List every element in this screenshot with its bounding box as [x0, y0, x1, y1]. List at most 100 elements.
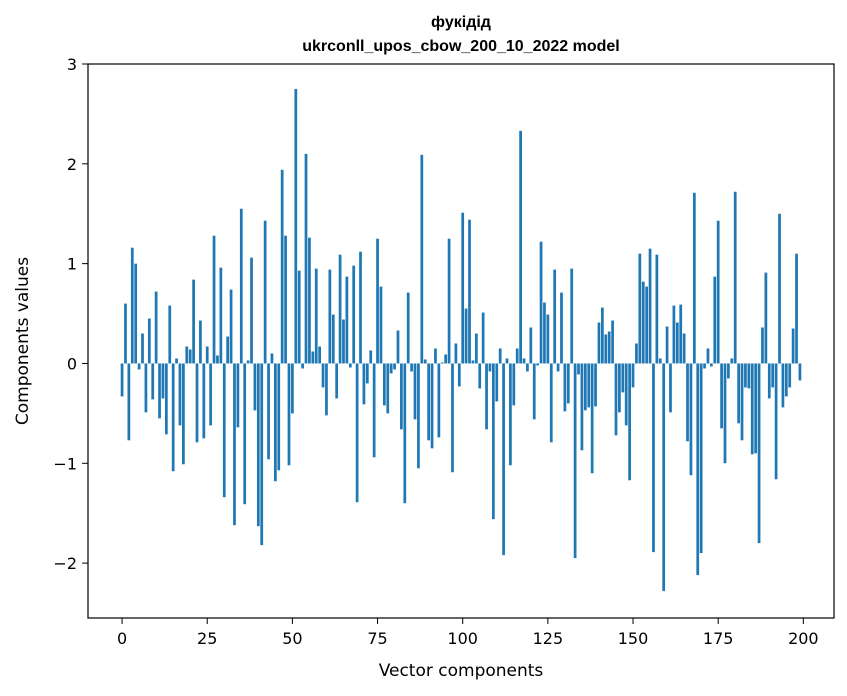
bar-132 — [570, 268, 574, 364]
bar-61 — [328, 269, 332, 364]
bar-188 — [761, 327, 764, 364]
bar-186 — [754, 363, 758, 454]
bar-174 — [713, 276, 717, 364]
bar-160 — [665, 326, 669, 364]
bar-166 — [686, 363, 689, 442]
bar-102 — [468, 219, 471, 364]
bar-5 — [137, 363, 141, 370]
bar-177 — [723, 363, 727, 464]
bar-77 — [382, 363, 386, 406]
bar-79 — [389, 363, 393, 374]
bar-173 — [710, 363, 713, 367]
bar-93 — [437, 363, 441, 438]
bar-17 — [178, 363, 182, 426]
bar-13 — [164, 363, 168, 435]
bar-170 — [699, 363, 703, 554]
bar-69 — [355, 363, 359, 503]
bar-115 — [512, 363, 516, 406]
bar-86 — [413, 363, 417, 420]
bar-141 — [601, 307, 604, 364]
bar-92 — [434, 348, 437, 364]
bar-54 — [304, 153, 308, 364]
bar-184 — [747, 363, 751, 389]
bar-199 — [798, 363, 802, 381]
bar-109 — [492, 363, 495, 520]
bar-39 — [253, 363, 257, 411]
bar-169 — [696, 363, 700, 576]
bar-116 — [515, 348, 519, 364]
bar-98 — [454, 343, 458, 364]
bar-19 — [185, 346, 189, 364]
bar-163 — [675, 322, 679, 364]
bar-137 — [587, 363, 591, 408]
bar-89 — [423, 359, 427, 364]
bar-125 — [546, 314, 550, 364]
bar-51 — [294, 88, 298, 364]
bar-143 — [607, 331, 611, 364]
bar-67 — [348, 363, 352, 368]
bar-43 — [267, 363, 270, 460]
bar-193 — [778, 213, 781, 364]
bar-85 — [410, 363, 413, 372]
bar-172 — [706, 348, 710, 364]
bar-111 — [498, 348, 502, 364]
bar-99 — [457, 363, 461, 387]
bar-11 — [158, 363, 161, 419]
bar-50 — [291, 363, 294, 414]
bar-16 — [175, 358, 178, 364]
y-tick-label-0: 0 — [67, 354, 77, 373]
bar-40 — [256, 363, 260, 527]
bar-113 — [505, 358, 509, 364]
bar-171 — [703, 363, 706, 369]
bar-138 — [590, 363, 594, 474]
bar-28 — [216, 355, 219, 364]
x-axis-label: Vector components — [379, 661, 544, 681]
bar-191 — [771, 363, 775, 388]
bar-135 — [580, 363, 584, 451]
x-tick-label-25: 25 — [197, 629, 217, 648]
bar-133 — [573, 363, 577, 559]
bar-95 — [444, 354, 448, 364]
bar-124 — [543, 302, 546, 364]
bar-83 — [403, 363, 407, 504]
bar-14 — [168, 305, 172, 364]
bar-33 — [233, 363, 236, 526]
bar-97 — [451, 363, 454, 473]
bar-156 — [652, 363, 655, 553]
bar-24 — [202, 363, 206, 439]
x-tick-label-175: 175 — [703, 629, 734, 648]
bar-91 — [430, 363, 434, 449]
y-tick-label-2: 2 — [67, 155, 77, 174]
bar-121 — [532, 363, 536, 420]
bar-12 — [161, 363, 165, 399]
bar-8 — [147, 318, 151, 364]
x-tick-label-50: 50 — [282, 629, 302, 648]
bar-88 — [420, 154, 424, 364]
bar-71 — [362, 363, 366, 405]
bar-56 — [311, 351, 315, 364]
bar-161 — [669, 363, 672, 413]
bar-151 — [635, 343, 638, 364]
bar-176 — [720, 363, 723, 429]
bar-55 — [308, 237, 311, 364]
bar-46 — [277, 363, 281, 471]
bar-96 — [447, 238, 451, 364]
x-tick-label-125: 125 — [533, 629, 564, 648]
bar-118 — [522, 358, 526, 364]
bar-64 — [338, 254, 342, 364]
bar-147 — [621, 363, 625, 393]
bar-119 — [526, 363, 529, 372]
bar-180 — [733, 191, 737, 364]
bar-103 — [471, 360, 475, 364]
bar-142 — [604, 334, 608, 364]
bar-101 — [464, 308, 468, 364]
bar-196 — [788, 363, 792, 388]
bar-110 — [495, 363, 499, 402]
bar-185 — [750, 363, 754, 455]
bar-190 — [767, 363, 771, 399]
bar-183 — [744, 363, 747, 388]
y-tick-label--1: −1 — [53, 454, 77, 473]
bar-82 — [400, 363, 403, 430]
bar-140 — [597, 322, 601, 364]
bar-80 — [393, 363, 396, 370]
